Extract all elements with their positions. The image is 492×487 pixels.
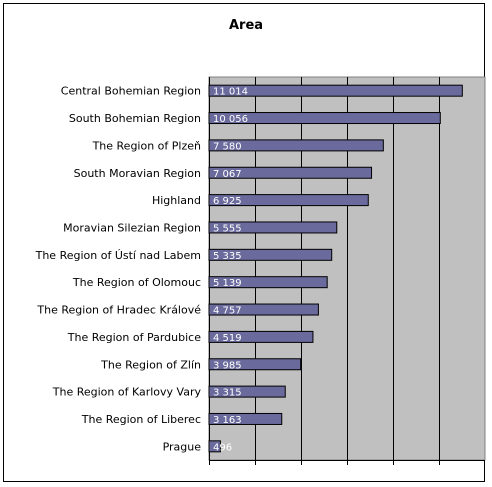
bars — [208, 84, 463, 453]
category-label: The Region of Plzeň — [92, 139, 201, 152]
value-label: 4 757 — [213, 306, 242, 317]
bar — [208, 412, 283, 425]
category-label: The Region of Zlín — [100, 358, 201, 371]
category-labels: Central Bohemian Region South Bohemian Re… — [35, 85, 202, 454]
category-label: The Region of Olomouc — [72, 276, 201, 289]
bar — [208, 112, 441, 125]
category-label: Central Bohemian Region — [61, 85, 201, 98]
bar — [208, 194, 369, 207]
category-label: South Bohemian Region — [69, 112, 201, 125]
category-label: The Region of Karlovy Vary — [52, 386, 202, 399]
bar — [208, 385, 286, 398]
bar — [208, 166, 373, 179]
value-label: 3 315 — [213, 388, 242, 399]
bar — [208, 358, 302, 371]
chart-title: Area — [229, 18, 263, 33]
bar — [208, 276, 328, 289]
bar — [208, 139, 384, 152]
category-label: The Region of Hradec Králové — [36, 304, 201, 317]
value-label: 5 555 — [213, 223, 242, 234]
value-label: 496 — [213, 442, 232, 453]
category-label: The Region of Liberec — [81, 413, 201, 426]
bar — [208, 330, 314, 343]
value-label: 7 067 — [213, 169, 242, 180]
bar — [208, 440, 221, 453]
category-label: Highland — [152, 194, 201, 207]
value-labels: 11 014 10 056 7 580 7 067 6 925 5 555 5 335 5 1… — [213, 87, 248, 454]
bar — [208, 248, 333, 261]
value-label: 5 335 — [213, 251, 242, 262]
category-label: The Region of Pardubice — [67, 331, 201, 344]
value-label: 4 519 — [213, 333, 242, 344]
value-label: 11 014 — [213, 87, 248, 98]
category-label: Prague — [163, 440, 202, 453]
value-label: 7 580 — [213, 141, 242, 152]
bar — [208, 84, 463, 97]
category-label: The Region of Ústí nad Labem — [35, 249, 201, 262]
value-label: 3 163 — [213, 415, 242, 426]
value-label: 5 139 — [213, 278, 242, 289]
value-label: 6 925 — [213, 196, 242, 207]
bar — [208, 303, 319, 316]
category-label: Moravian Silezian Region — [63, 221, 201, 234]
value-label: 10 056 — [213, 114, 248, 125]
value-label: 3 985 — [213, 360, 242, 371]
bar — [208, 221, 338, 234]
category-label: South Moravian Region — [74, 167, 201, 180]
